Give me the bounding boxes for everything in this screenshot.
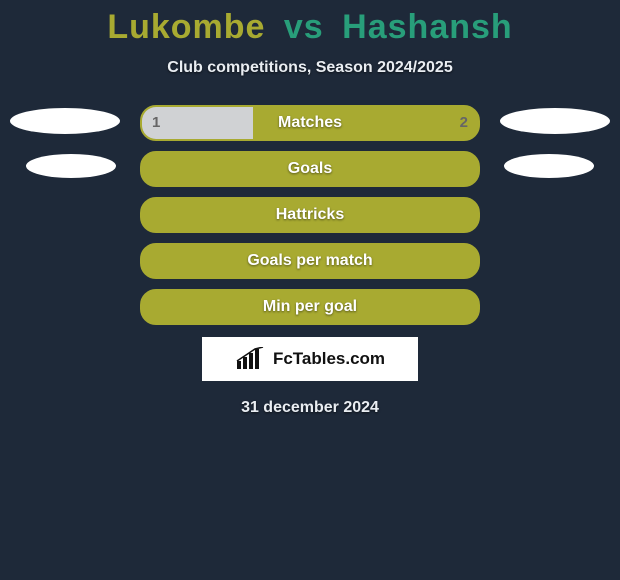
date-text: 31 december 2024	[0, 399, 620, 417]
bar-mpg-label: Min per goal	[142, 291, 478, 323]
subtitle: Club competitions, Season 2024/2025	[0, 59, 620, 77]
player2-photo-placeholder	[500, 108, 610, 134]
title-player1: Lukombe	[107, 8, 265, 46]
bar-goals: Goals	[140, 151, 480, 187]
logo-box: FcTables.com	[202, 337, 418, 381]
player2-badge-placeholder	[504, 154, 594, 178]
bar-hattricks: Hattricks	[140, 197, 480, 233]
page-title: Lukombe vs Hashansh	[0, 0, 620, 47]
bar-gpm: Goals per match	[140, 243, 480, 279]
bar-mpg: Min per goal	[140, 289, 480, 325]
row-min-per-goal: Min per goal	[0, 289, 620, 321]
row-goals: Goals	[0, 151, 620, 183]
row-goals-per-match: Goals per match	[0, 243, 620, 275]
bar-matches-right-value: 2	[460, 107, 468, 139]
comparison-rows: 1 Matches 2 Goals Hattricks	[0, 105, 620, 321]
player1-badge-placeholder	[26, 154, 116, 178]
bar-chart-icon	[235, 347, 267, 371]
title-player2: Hashansh	[342, 8, 513, 46]
row-matches: 1 Matches 2	[0, 105, 620, 137]
player1-photo-placeholder	[10, 108, 120, 134]
bar-hattricks-label: Hattricks	[142, 199, 478, 231]
bar-goals-label: Goals	[142, 153, 478, 185]
bar-gpm-label: Goals per match	[142, 245, 478, 277]
bar-matches-label: Matches	[142, 107, 478, 139]
bar-matches: 1 Matches 2	[140, 105, 480, 141]
title-vs: vs	[284, 8, 324, 46]
logo-text: FcTables.com	[273, 349, 385, 369]
row-hattricks: Hattricks	[0, 197, 620, 229]
